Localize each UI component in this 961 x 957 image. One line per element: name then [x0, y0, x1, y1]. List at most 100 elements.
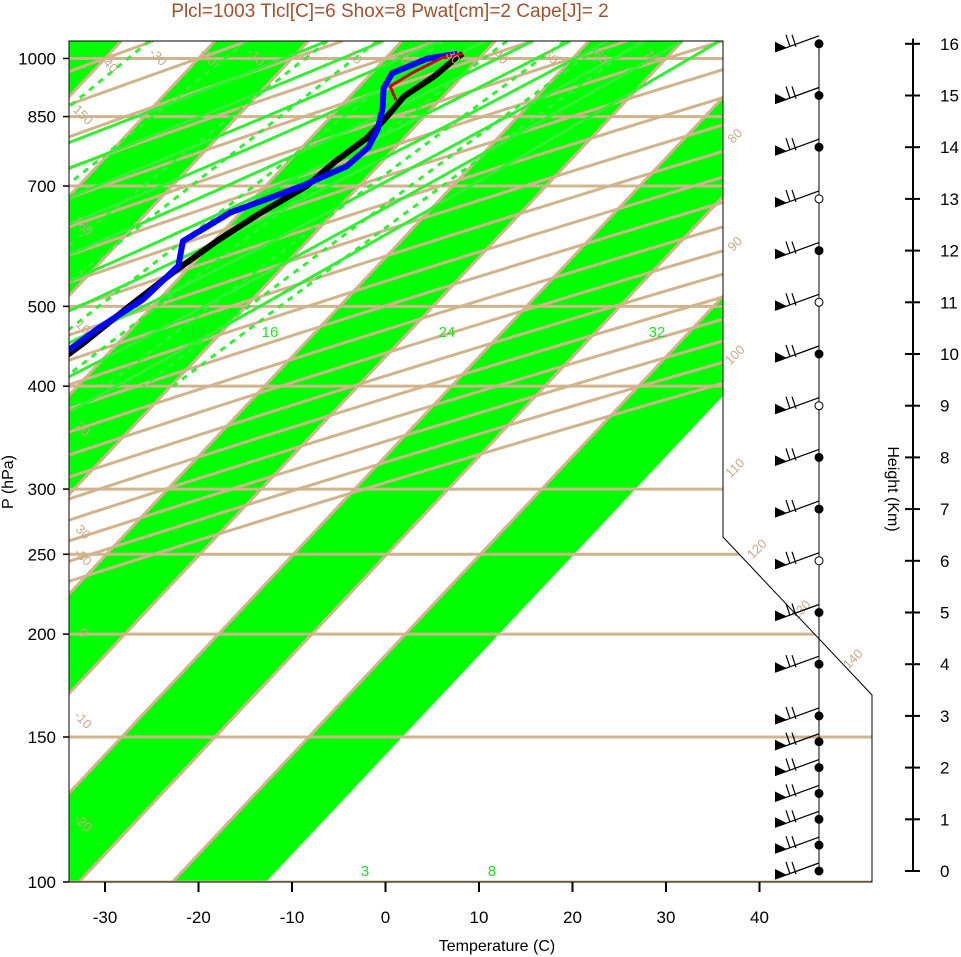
height-marker [814, 608, 824, 617]
moist-band [69, 41, 870, 882]
dry-adiabat-line [69, 41, 872, 882]
isotherm-line [69, 41, 216, 882]
wind-barb [774, 138, 820, 156]
moist-adiabat-line [69, 41, 534, 636]
wind-barb [774, 810, 820, 828]
isotherm-value-label: 140 [840, 646, 866, 672]
mixing-ratio-line [69, 41, 249, 388]
height-tick-label: 1 [940, 810, 949, 829]
moist-adiabat-line [69, 41, 609, 636]
isotherm-line [69, 41, 684, 882]
isotherm-value-label: 100 [722, 342, 748, 368]
mixing-ratio-label: 12 [189, 324, 206, 341]
height-axis-title: Height (Km) [884, 446, 901, 531]
dry-adiabat-line [69, 41, 628, 882]
wind-barb [774, 784, 820, 803]
y-axis-title: P (hPa) [0, 455, 17, 509]
x-tick-label: -30 [93, 908, 118, 927]
x-tick-label: -20 [186, 908, 211, 927]
isotherm-value-label: 80 [724, 125, 745, 146]
dry-adiabat-line [69, 41, 872, 882]
sounding-profiles [69, 50, 465, 882]
dry-adiabat-line [69, 41, 872, 882]
wind-barb [774, 603, 820, 622]
height-marker [814, 142, 824, 152]
wind-barb [774, 293, 820, 311]
height-tick-label: 7 [940, 500, 949, 519]
height-tick-label: 15 [940, 87, 959, 106]
dry-adiabat-line [69, 41, 439, 882]
dry-adiabat-line [69, 41, 534, 882]
x-tick-label: 30 [657, 908, 676, 927]
isotherm-value-label: 90 [724, 233, 745, 254]
dry-adiabat-line [69, 41, 872, 882]
wind-barb [774, 241, 820, 260]
mixing-ratio-label: 3 [361, 863, 369, 880]
wind-barb [774, 551, 820, 570]
y-tick-label: 500 [28, 297, 56, 316]
moist-band [69, 41, 496, 882]
chart-title: Plcl=1003 Tlcl[C]=6 Shox=8 Pwat[cm]=2 Ca… [171, 1, 608, 22]
y-tick-label: 1000 [18, 49, 56, 68]
dry-adiabat-line [69, 41, 872, 882]
isotherm-line [69, 41, 497, 882]
moist-adiabat-line [69, 41, 721, 636]
x-tick-label: 10 [470, 908, 489, 927]
dry-adiabat-line [69, 41, 872, 882]
isotherm-value-label: 110 [722, 455, 747, 480]
wind-barb [774, 758, 820, 777]
mixing-ratio-line [69, 41, 151, 388]
moist-band [69, 41, 683, 882]
moist-adiabat-line [69, 41, 646, 636]
isotherm-line [69, 41, 777, 882]
moist-band [69, 41, 309, 882]
mixing-ratio-line [69, 41, 379, 388]
height-marker [814, 349, 824, 359]
dry-adiabat-line [69, 41, 249, 882]
height-marker [814, 788, 824, 798]
height-marker [814, 297, 824, 307]
dry-adiabat-line [69, 41, 818, 882]
y-tick-label: 300 [28, 480, 56, 499]
x-tick-label: -10 [280, 908, 305, 927]
isotherm-value-label: 150 [70, 102, 96, 128]
moist-adiabat-line [69, 41, 571, 636]
height-marker [814, 556, 824, 566]
x-axis-title: Temperature (C) [439, 938, 555, 955]
height-marker [814, 504, 824, 514]
moist-bands [69, 41, 872, 882]
height-marker [814, 401, 824, 411]
height-marker [814, 452, 824, 462]
mixing-ratio-label: 32 [649, 324, 666, 341]
height-marker [814, 763, 824, 773]
height-tick-label: 6 [940, 552, 949, 571]
height-tick-label: 2 [940, 759, 949, 778]
wind-barb [774, 344, 820, 363]
wind-barb [774, 448, 820, 466]
mixing-ratio-line [69, 41, 445, 388]
y-tick-label: 200 [28, 625, 56, 644]
mixing-ratio-label: 24 [439, 324, 456, 341]
moist-adiabat-line [69, 41, 487, 636]
height-tick-label: 10 [940, 345, 959, 364]
isotherm-value-label: -30 [71, 545, 95, 569]
height-tick-label: 13 [940, 190, 959, 209]
height-tick-label: 11 [940, 293, 958, 312]
height-marker [814, 814, 824, 824]
y-tick-label: 250 [28, 545, 56, 564]
height-marker [814, 659, 824, 669]
wind-barb [774, 655, 820, 673]
moist-adiabat-line [69, 41, 684, 636]
x-tick-label: 0 [381, 908, 390, 927]
mixing-ratio-line [69, 41, 329, 388]
wind-barb [774, 34, 820, 53]
y-tick-label: 700 [28, 177, 56, 196]
wind-barb [774, 86, 820, 105]
y-tick-label: 150 [28, 728, 56, 747]
isotherm-line [69, 41, 310, 882]
height-marker [814, 866, 824, 876]
height-tick-label: 16 [940, 35, 959, 54]
